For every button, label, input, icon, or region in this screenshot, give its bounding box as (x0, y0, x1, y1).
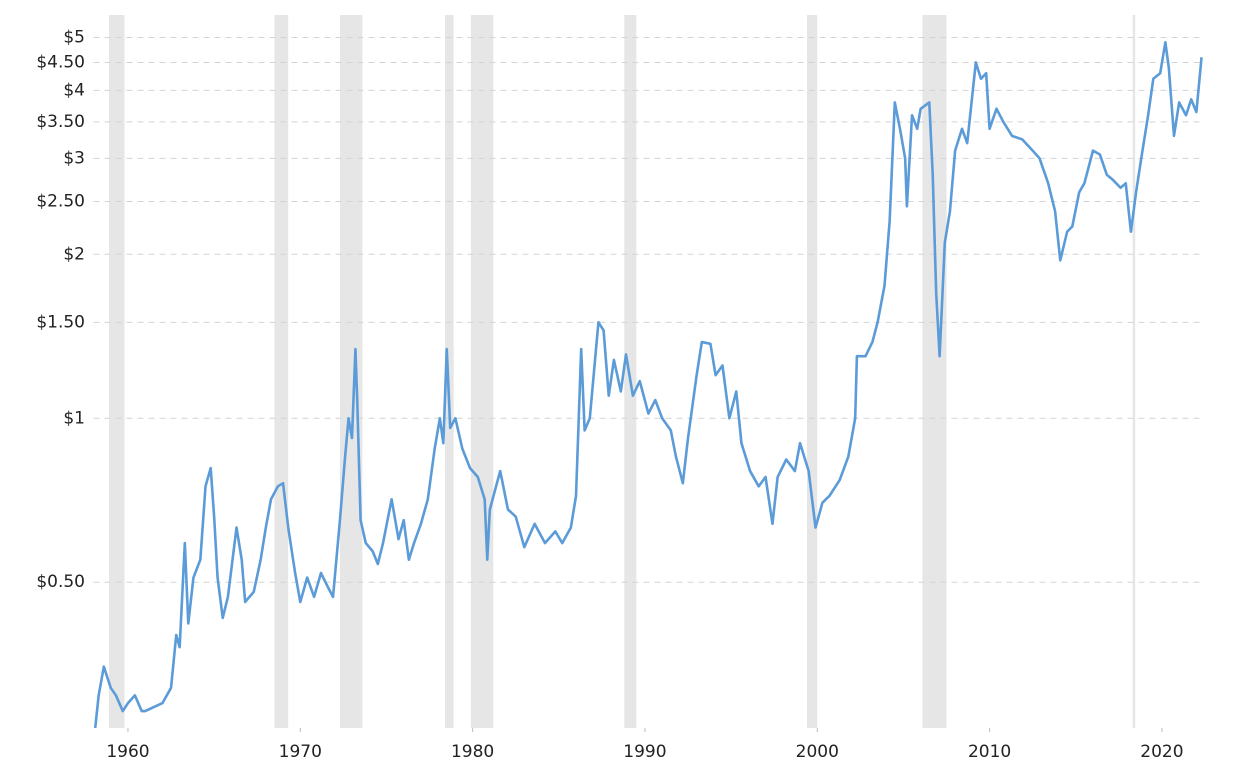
shaded-period (806, 15, 818, 728)
y-tick-label: $0.50 (36, 572, 85, 592)
y-tick-label: $2 (63, 244, 85, 264)
shaded-period (1132, 15, 1136, 728)
y-tick-label: $5 (63, 28, 85, 48)
x-tick-label: 2020 (1140, 742, 1183, 762)
shaded-period (624, 15, 637, 728)
y-tick-label: $4 (63, 80, 85, 100)
shaded-period (922, 15, 947, 728)
price-line (93, 41, 1203, 729)
y-tick-label: $2.50 (36, 192, 85, 212)
y-tick-label: $4.50 (36, 52, 85, 72)
y-tick-label: $1 (63, 408, 85, 428)
shaded-period (109, 15, 125, 728)
shaded-period (445, 15, 454, 728)
y-tick-label: $3 (63, 148, 85, 168)
x-tick-label: 1970 (279, 742, 322, 762)
shaded-period (274, 15, 289, 728)
y-tick-label: $3.50 (36, 112, 85, 132)
x-tick-label: 1960 (106, 742, 149, 762)
x-tick-label: 2000 (796, 742, 839, 762)
shaded-period (339, 15, 363, 728)
x-tick-label: 2010 (968, 742, 1011, 762)
x-tick-label: 1980 (451, 742, 494, 762)
y-tick-label: $1.50 (36, 312, 85, 332)
x-tick-label: 1990 (623, 742, 666, 762)
